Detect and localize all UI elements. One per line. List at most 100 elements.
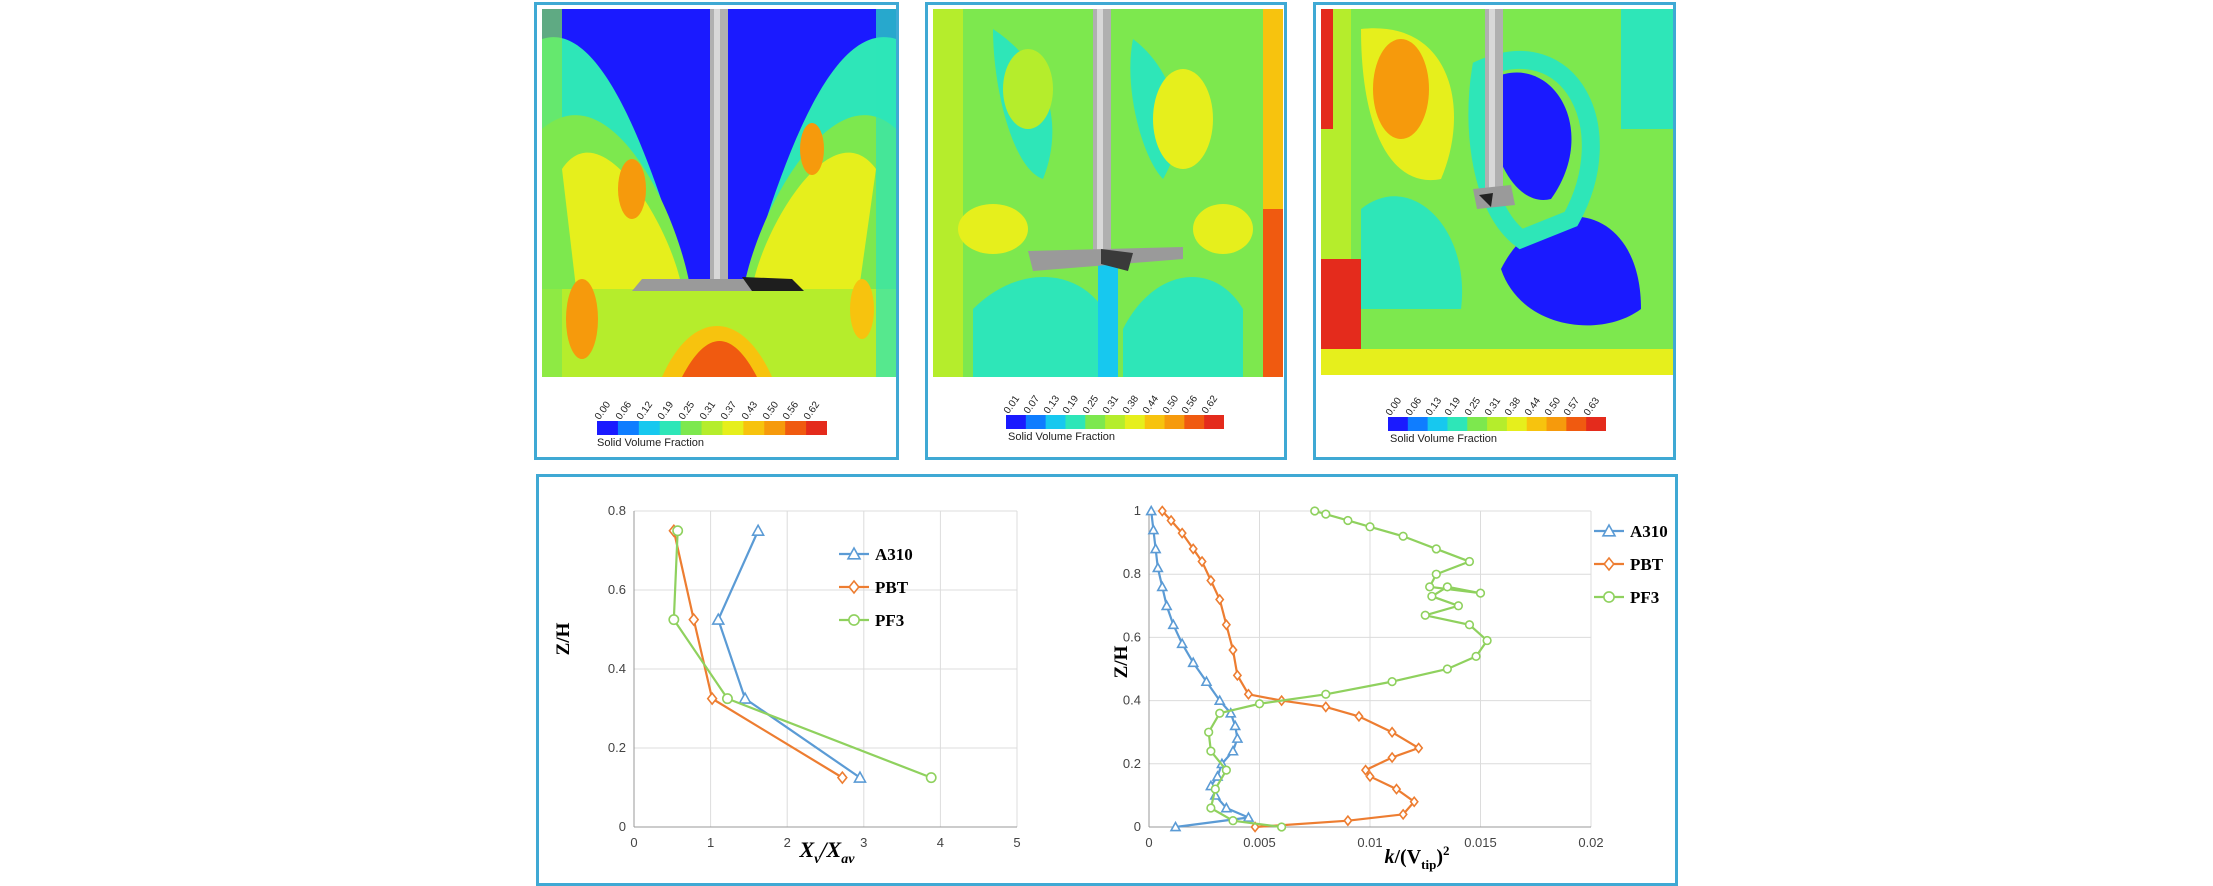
colorbar-tick-label: 0.56 [781,399,802,422]
colorbar-swatch [1065,415,1086,429]
data-point [1276,822,1287,832]
contour-panel-pf3: 0.00 0.06 0.13 0.19 0.25 0.31 0.38 0.44 0.50 0.57… [1313,2,1676,460]
data-point [1187,656,1200,668]
series-line [672,530,932,779]
x-tick-label: 0.005 [1243,835,1276,850]
left-grid [633,510,1018,828]
data-point [1157,505,1167,517]
legend-item-a310: A310 [839,545,913,564]
colorbar-swatch [638,421,661,435]
right-legend: A310 PBT PF3 [1594,522,1668,607]
data-point [1206,803,1216,813]
data-point [853,770,867,783]
data-point [1145,504,1158,516]
data-point [688,612,700,627]
legend-item-pf3: PF3 [839,611,904,630]
data-point [1169,820,1182,832]
data-point [1431,569,1441,579]
colorbar-pf3 [1388,417,1606,431]
legend-label: PF3 [1630,588,1659,607]
colorbar-swatch [1427,417,1448,431]
colorbar-tick-label: 0.57 [1562,395,1583,418]
data-point [1464,556,1475,567]
data-point [1231,732,1244,743]
y-tick-label: 0.2 [1123,756,1141,771]
data-point [711,612,726,625]
left-y-axis-label: Z/H [553,622,574,655]
colorbar-tick-label: 0.50 [1160,393,1181,416]
data-point [1200,675,1213,687]
colorbar-swatch [659,421,682,435]
legend-label: PBT [875,578,909,597]
y-tick-label: 0 [619,819,626,834]
colorbar-swatch [1388,417,1409,431]
series-line [672,530,843,779]
data-point [1221,765,1231,775]
series-pbt [668,523,848,785]
data-point [1229,719,1242,731]
colorbar-swatch [722,421,744,435]
data-point [848,614,860,626]
y-tick-label: 0 [1134,819,1141,834]
data-point [1321,701,1331,713]
colorbar-swatch [764,421,786,435]
data-point [1442,582,1452,592]
data-point [1603,556,1615,572]
data-point [1387,751,1397,764]
right-series [1145,504,1492,833]
data-point [1220,801,1233,813]
colorbar-tick-label: 0.31 [697,399,718,422]
left-legend: A310 PBT PF3 [839,545,913,630]
colorbar-tick-label: 0.25 [676,399,698,422]
left-tick-labels: 0 0.2 0.4 0.6 0.8 0 1 2 3 4 5 [608,503,1021,850]
data-point [1242,811,1255,822]
colorbar-tick-label: 0.19 [1061,393,1082,416]
legend-label: PBT [1630,555,1664,574]
colorbar-tick-label: 0.19 [1443,395,1464,418]
y-tick-label: 0.6 [608,582,626,597]
x-tick-label: 5 [1013,835,1020,850]
legend-item-pf3: PF3 [1594,588,1659,607]
colorbar-swatch [1467,417,1488,431]
legend-label: A310 [1630,522,1668,541]
colorbar-title-pf3: Solid Volume Fraction [1390,433,1497,445]
legend-item-pbt: PBT [839,578,909,597]
contour-image-a310 [542,9,896,377]
colorbar-swatch [806,421,827,435]
colorbar-swatch [1546,417,1567,431]
colorbar-swatch [1124,415,1146,429]
colorbar-tick-label: 0.43 [739,399,760,422]
colorbar-tick-label: 0.07 [1021,393,1042,416]
colorbar-tick-label: 0.63 [1582,395,1603,418]
chart-tke-profile: 0 0.2 0.4 0.6 0.8 1 0 0.005 0.01 0.015 0.02 A310 PB… [1111,503,1668,872]
data-point [1221,618,1231,631]
right-y-axis-label: Z/H [1111,645,1132,678]
series-a310 [711,523,867,783]
colorbar-ticks-pbt: 0.01 0.07 0.13 0.19 0.25 0.31 0.38 0.44 0.50 0.56… [1002,379,1224,416]
data-point [1475,588,1486,598]
data-point [1167,618,1180,630]
data-point [1398,808,1408,821]
data-point [1224,707,1237,718]
data-point [1166,514,1176,527]
colorbar-swatch [701,421,723,435]
data-point [1206,746,1216,756]
y-tick-label: 0.2 [608,740,626,755]
colorbar-tick-label: 0.37 [718,399,739,422]
colorbar-swatch [680,421,703,435]
data-point [1213,694,1226,705]
data-point [1603,591,1615,603]
data-point [1147,523,1160,535]
line-charts-panel: 0 0.2 0.4 0.6 0.8 0 1 2 3 4 5 A310 PBT PF3 Z/H Xv/Xa… [536,474,1678,886]
data-point [738,691,752,704]
x-tick-label: 3 [860,835,867,850]
data-point [1160,599,1173,611]
data-point [1387,677,1397,687]
data-point [1482,635,1492,646]
colorbar-swatch [1184,415,1205,429]
data-point [1250,821,1260,833]
legend-label: A310 [875,545,913,564]
colorbar-swatch [617,421,640,435]
colorbar-swatch [1025,415,1047,429]
x-tick-label: 0 [630,835,637,850]
